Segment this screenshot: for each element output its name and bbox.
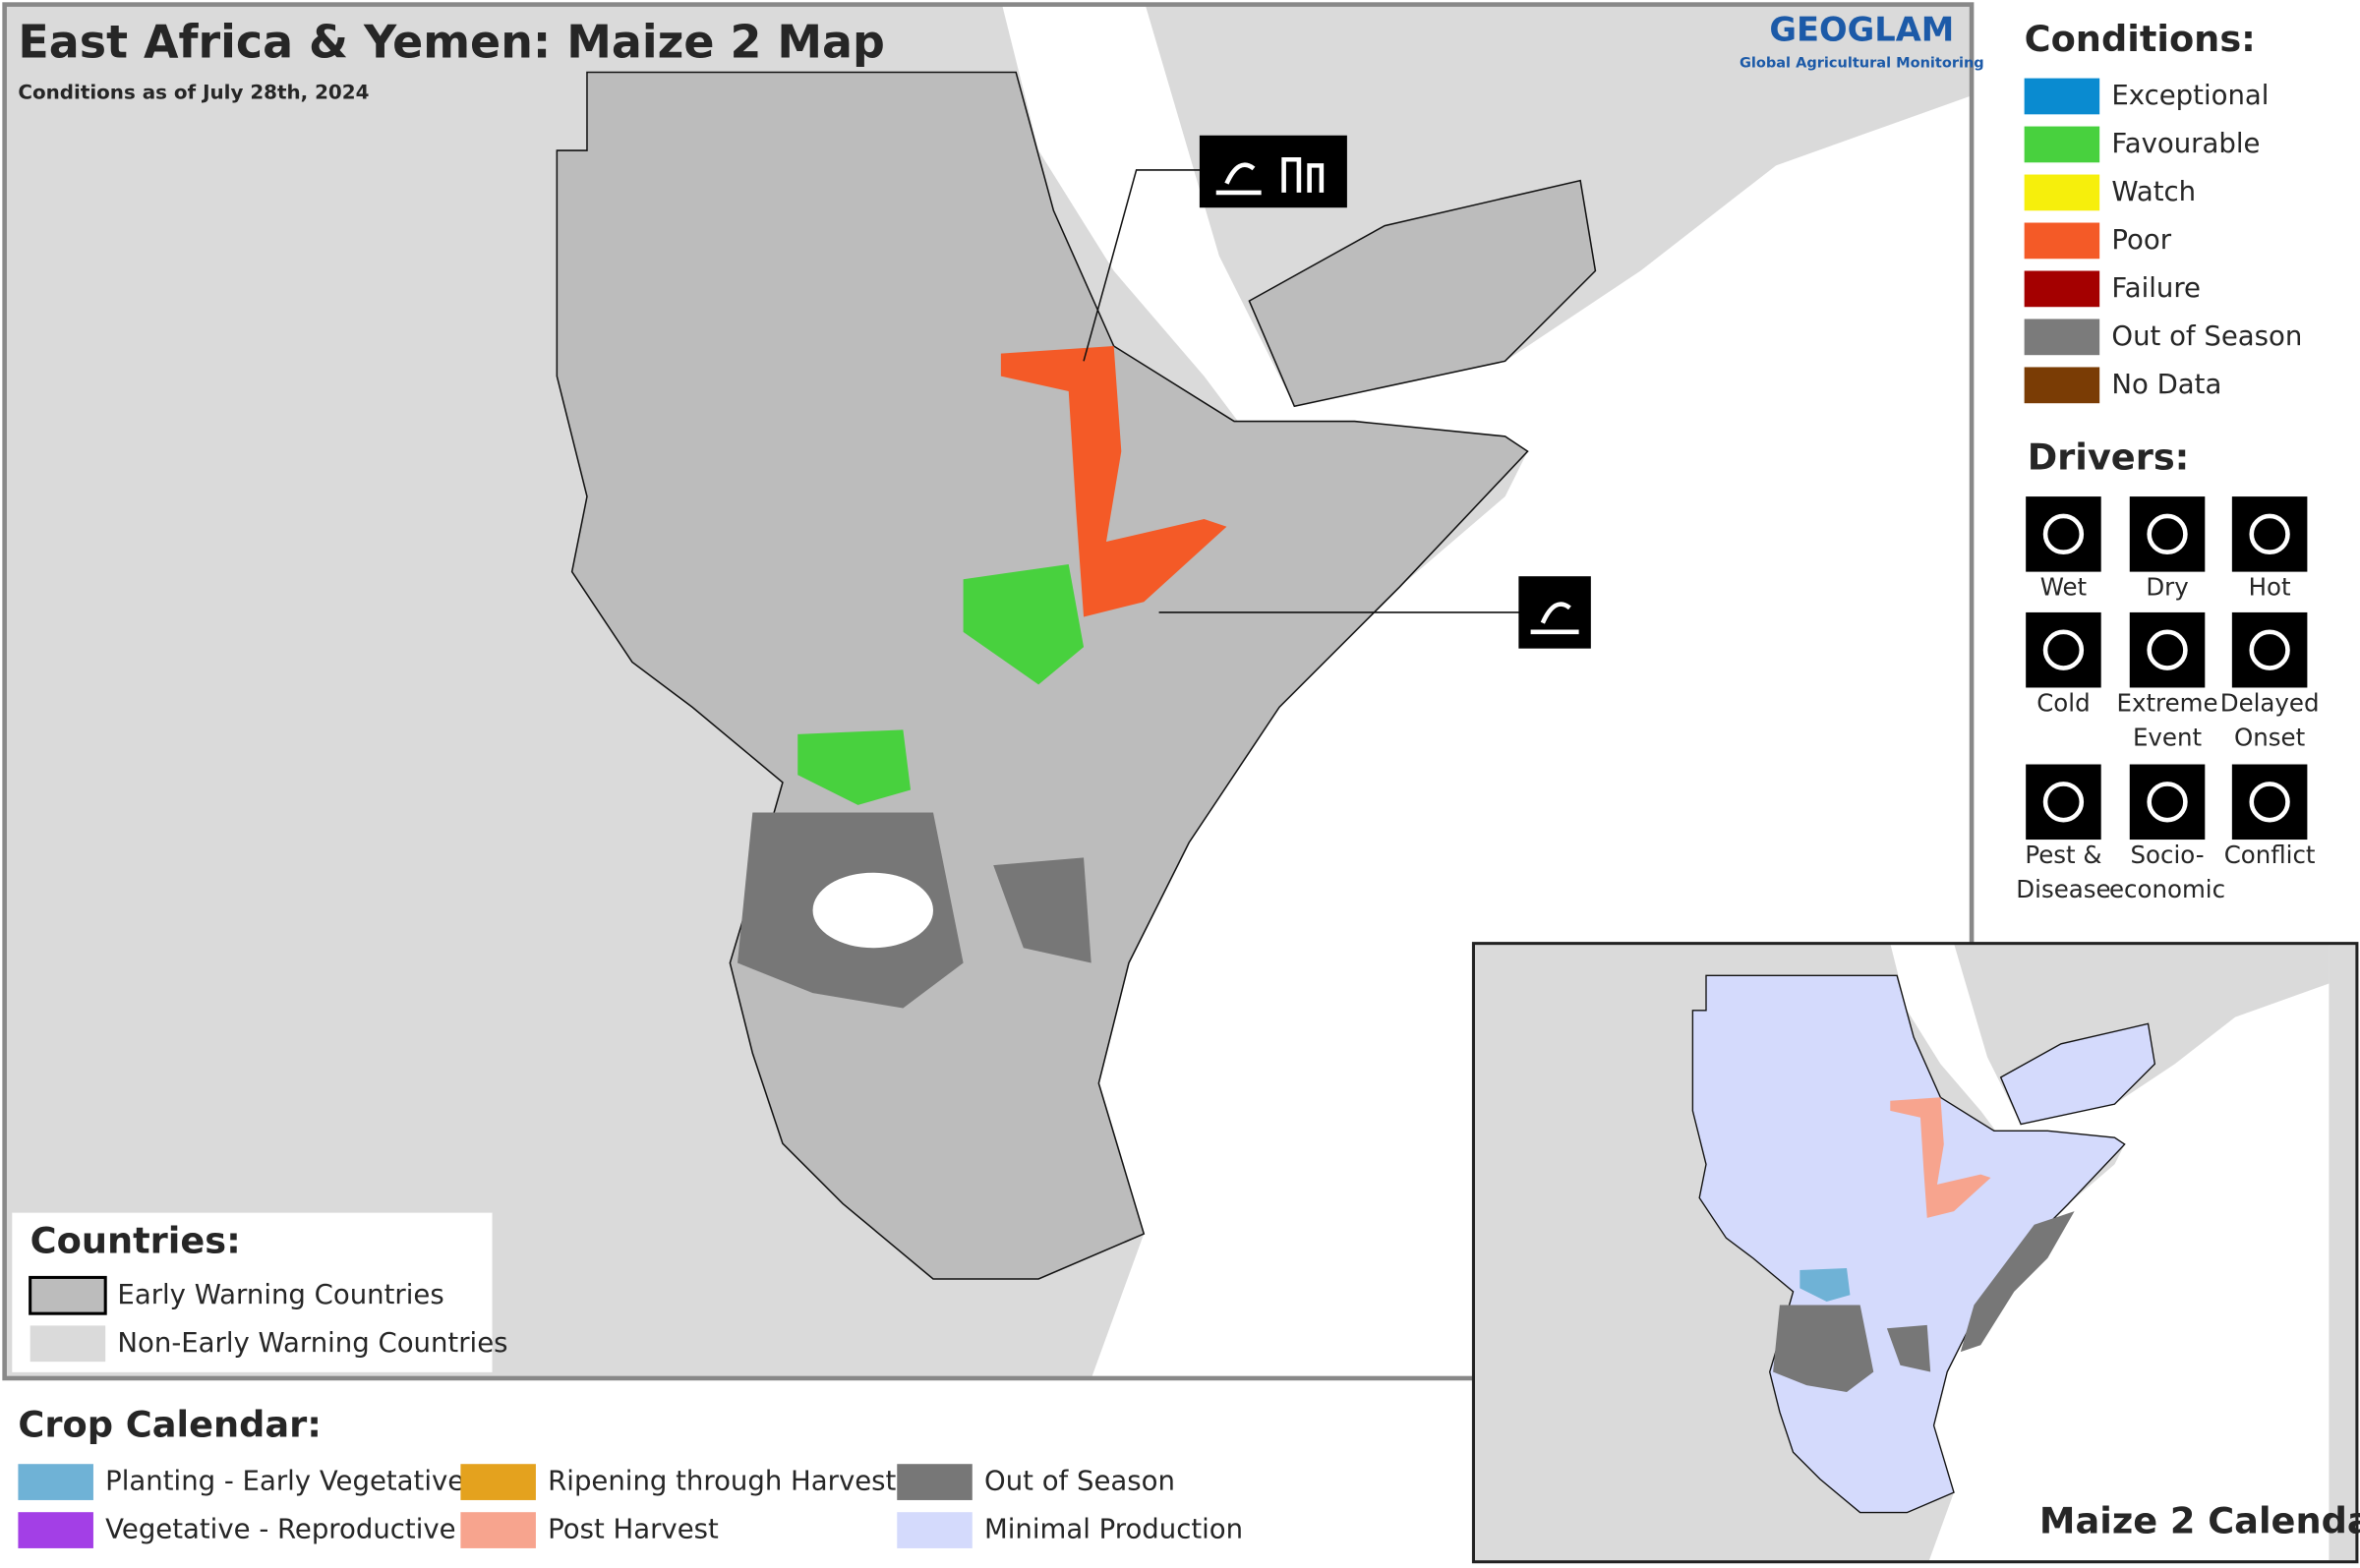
- driver-label: Event: [2133, 723, 2203, 751]
- legend-label: Watch: [2111, 176, 2196, 207]
- legend-swatch: [30, 1325, 106, 1363]
- driver-label: Extreme: [2117, 688, 2218, 717]
- legend-label: No Data: [2111, 369, 2221, 400]
- driver-icon: [2129, 611, 2206, 688]
- legend-swatch: [2024, 367, 2100, 404]
- main-map: [6, 6, 1971, 1377]
- driver-glyph: [2147, 782, 2188, 823]
- legend-swatch: [2024, 174, 2100, 211]
- driver-label: Socio-: [2131, 841, 2205, 869]
- legend-swatch: [2024, 78, 2100, 115]
- legend-swatch: [2024, 126, 2100, 163]
- driver-icon: [2129, 496, 2206, 572]
- driver-glyph: [2042, 782, 2085, 823]
- driver-icon: [2026, 611, 2101, 688]
- driver-label: Pest &: [2025, 841, 2101, 869]
- legend-swatch: [18, 1464, 93, 1500]
- inset: Maize 2 Calendar: [1471, 942, 2360, 1564]
- title: East Africa & Yemen: Maize 2 Map: [18, 15, 884, 68]
- driver-glyph: [2042, 513, 2085, 555]
- legend-label: Ripening through Harvest: [548, 1466, 896, 1497]
- driver-label: Dry: [2146, 572, 2188, 601]
- legends: Conditions: Exceptional Favourable Watch Poo…: [18, 18, 2319, 1548]
- legend-swatch: [460, 1464, 536, 1500]
- driver-label: Hot: [2249, 572, 2291, 601]
- legend-title: Drivers:: [2028, 436, 2190, 478]
- legend-label: Post Harvest: [548, 1514, 719, 1545]
- driver-icon: [2231, 496, 2308, 572]
- driver-label: Disease: [2016, 875, 2110, 903]
- legend-swatch: [460, 1512, 536, 1548]
- driver-icon: [2129, 764, 2206, 841]
- legend-label: Out of Season: [984, 1466, 1175, 1497]
- legend-label: Vegetative - Reproductive: [105, 1514, 455, 1545]
- driver-icon: [2026, 764, 2101, 841]
- inset-title: Maize 2 Calendar: [2039, 1499, 2360, 1541]
- legend-label: Favourable: [2111, 128, 2260, 159]
- driver-icon: [2231, 611, 2308, 688]
- legend-label: Exceptional: [2111, 80, 2269, 111]
- driver-label: Onset: [2234, 723, 2306, 751]
- driver-icon: [2026, 496, 2101, 572]
- legend-label: Failure: [2111, 272, 2201, 304]
- driver-glyph: [2249, 782, 2290, 823]
- legend-label: Out of Season: [2111, 320, 2302, 352]
- logo-subtitle: Global Agricultural Monitoring: [1740, 55, 1984, 71]
- legend-swatch: [2024, 270, 2100, 308]
- legend-swatch: [897, 1512, 973, 1548]
- logo: GEOGLAM: [1769, 11, 1954, 49]
- driver-label: Delayed: [2220, 688, 2320, 717]
- legend-label: Planting - Early Vegetative: [105, 1466, 464, 1497]
- driver-label: Cold: [2036, 688, 2090, 717]
- driver-label: economic: [2109, 875, 2225, 903]
- legend-label: Early Warning Countries: [117, 1279, 443, 1310]
- driver-icon: [2231, 764, 2308, 841]
- driver-label: Wet: [2040, 572, 2088, 601]
- legend-label: Poor: [2111, 224, 2171, 256]
- driver-label: Conflict: [2224, 841, 2316, 869]
- legend-label: Minimal Production: [984, 1514, 1243, 1545]
- legend-title: Countries:: [30, 1220, 241, 1262]
- driver-glyph: [2249, 629, 2290, 670]
- driver-glyph: [2147, 513, 2188, 555]
- legend-title: Crop Calendar:: [18, 1403, 322, 1445]
- driver-glyph: [2042, 629, 2085, 670]
- legend-title: Conditions:: [2025, 18, 2256, 60]
- legend-swatch: [897, 1464, 973, 1500]
- legend-swatch: [2024, 222, 2100, 260]
- driver-glyph: [2147, 629, 2188, 670]
- legend-label: Non-Early Warning Countries: [117, 1327, 507, 1359]
- legend-swatch: [18, 1512, 93, 1548]
- legend-swatch: [2024, 319, 2100, 356]
- legend-swatch: [29, 1275, 107, 1315]
- driver-glyph: [2249, 513, 2290, 555]
- subtitle: Conditions as of July 28th, 2024: [18, 81, 369, 103]
